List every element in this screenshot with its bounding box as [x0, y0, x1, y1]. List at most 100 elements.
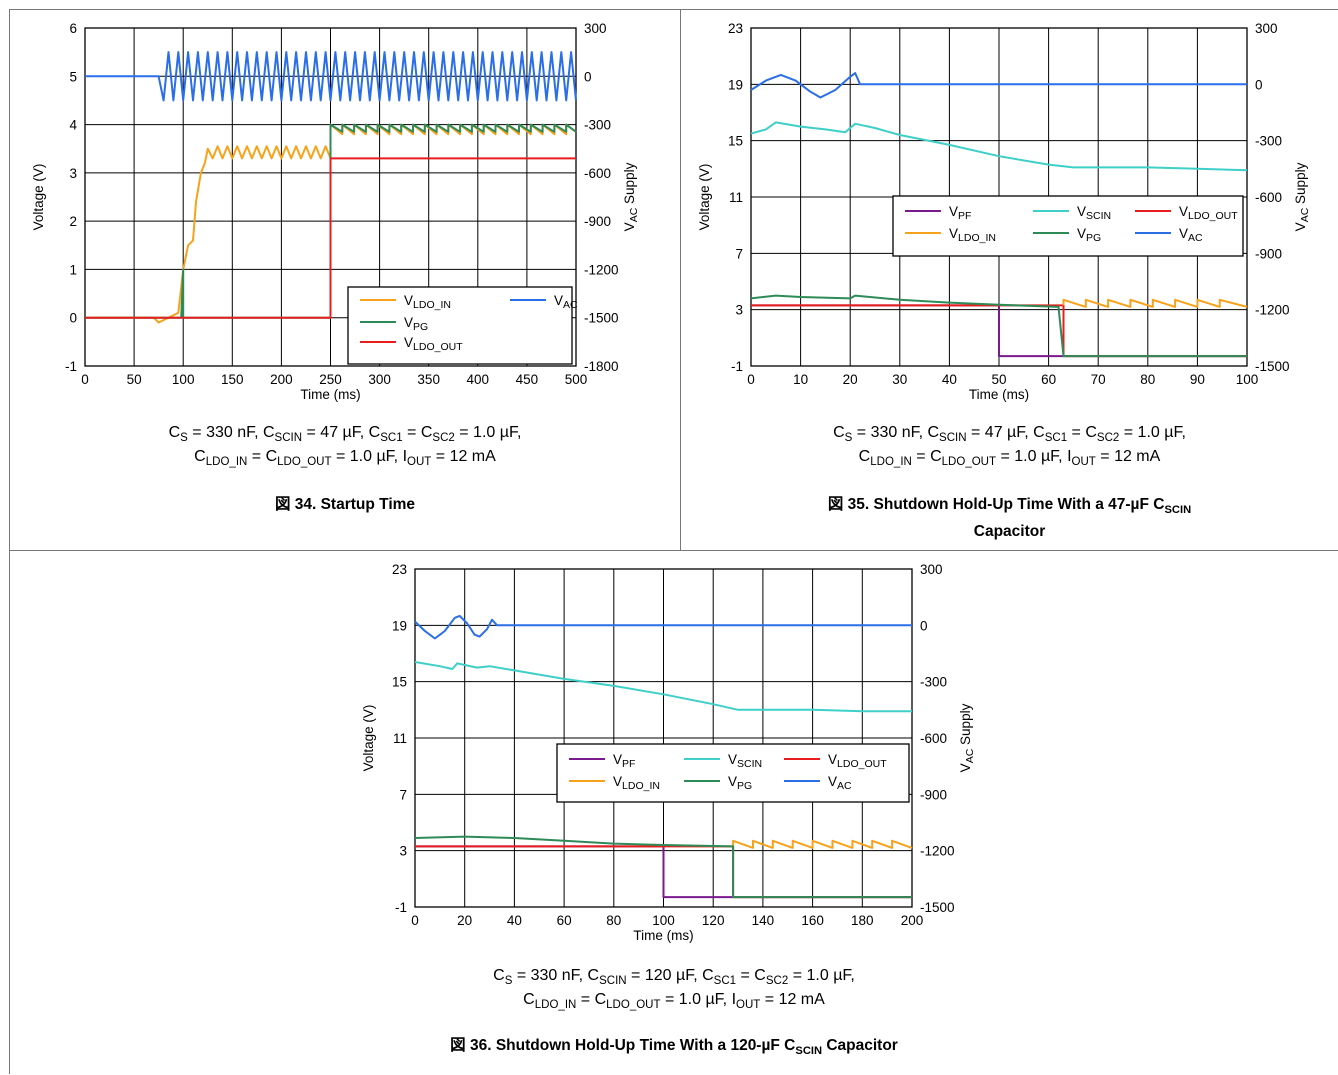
y2-tick-label: -1200	[1255, 303, 1290, 318]
x-tick-label: 150	[221, 372, 244, 387]
figure-34-panel: 0 50 100 150 200 250 300 350 400 450 500 -1 0 1 2 3 4 5 6 3…	[9, 9, 681, 551]
legend-label: VLDO_OUT	[404, 335, 463, 353]
y2-tick-label: -600	[920, 731, 947, 746]
series-line-pf	[415, 845, 912, 899]
x-tick-label: 500	[565, 372, 588, 387]
y-tick-label: 4	[69, 118, 77, 133]
y2-axis-label-text: VAC Supply	[958, 703, 976, 772]
x-tick-label: 100	[652, 913, 675, 928]
y-tick-label: 3	[735, 303, 743, 318]
y2-tick-label: 0	[584, 69, 592, 84]
y2-tick-label: -600	[584, 166, 611, 181]
series-line-ac	[85, 51, 577, 102]
startup-time-chart: 0 50 100 150 200 250 300 350 400 450 500 -1 0 1 2 3 4 5 6 3…	[31, 21, 640, 402]
figure-34-caption: 図 34. Startup Time	[274, 496, 416, 513]
series-line-pg	[750, 294, 1247, 358]
y-tick-label: 0	[69, 311, 77, 326]
x-axis-label: Time (ms)	[300, 387, 360, 402]
y2-tick-label: -900	[584, 214, 611, 229]
figure-34-conditions-line1: CS = 330 nF, CSCIN = 47 µF, CSC1 = CSC2 …	[168, 424, 522, 445]
series-line-ac	[750, 72, 1247, 99]
plot-frame	[84, 27, 577, 367]
legend-label: VPG	[728, 774, 752, 792]
figure-35-conditions-line2: CLDO_IN = CLDO_OUT = 1.0 µF, IOUT = 12 m…	[858, 448, 1161, 469]
x-tick-label: 100	[1236, 372, 1259, 387]
y-tick-label: 7	[735, 246, 743, 261]
x-tick-label: 20	[457, 913, 472, 928]
legend-label: VPF	[949, 204, 971, 222]
y2-tick-label: -300	[920, 675, 947, 690]
y-tick-label: -1	[731, 359, 743, 374]
x-tick-label: 200	[270, 372, 293, 387]
y-tick-label: 11	[393, 731, 407, 746]
plot-frame	[750, 27, 1248, 367]
y-tick-label: 3	[399, 844, 407, 859]
y-tick-label: 23	[728, 21, 743, 36]
figure-34-conditions-line2: CLDO_IN = CLDO_OUT = 1.0 µF, IOUT = 12 m…	[194, 448, 496, 469]
y-tick-label: 3	[69, 166, 77, 181]
figure-36-conditions-line1: CS = 330 nF, CSCIN = 120 µF, CSC1 = CSC2…	[493, 967, 855, 988]
y2-tick-label: -900	[1255, 246, 1282, 261]
y-tick-label: -1	[65, 359, 77, 374]
y-tick-label: 15	[728, 134, 743, 149]
x-axis-label: Time (ms)	[969, 387, 1029, 402]
y-tick-label: -1	[395, 900, 407, 915]
x-tick-label: 200	[901, 913, 924, 928]
x-tick-label: 70	[1091, 372, 1106, 387]
x-tick-label: 300	[368, 372, 391, 387]
y-axis-label: Voltage (V)	[361, 705, 376, 772]
y2-tick-label: -1200	[584, 262, 619, 277]
legend-label: VPG	[1077, 226, 1101, 244]
x-tick-label: 450	[516, 372, 539, 387]
legend-label: VLDO_OUT	[1179, 204, 1238, 222]
figure-36-caption: 図 36. Shutdown Hold-Up Time With a 120-µ…	[450, 1037, 898, 1058]
y2-tick-label: -900	[920, 787, 947, 802]
y-axis-label: Voltage (V)	[697, 164, 712, 231]
legend-box	[892, 195, 1244, 257]
x-tick-label: 350	[417, 372, 440, 387]
figure-35-conditions-line1: CS = 330 nF, CSCIN = 47 µF, CSC1 = CSC2 …	[833, 424, 1186, 445]
legend: VLDO_IN VAC VPG VLDO_OUT	[347, 286, 578, 365]
y-tick-label: 11	[729, 190, 743, 205]
x-tick-label: 40	[942, 372, 957, 387]
series-line-ldo_out	[85, 157, 576, 319]
x-tick-label: 0	[747, 372, 755, 387]
x-tick-label: 0	[411, 913, 419, 928]
y-tick-label: 19	[392, 618, 407, 633]
legend-label: VSCIN	[1077, 204, 1111, 222]
x-tick-label: 80	[606, 913, 621, 928]
y-axis-label: Voltage (V)	[31, 164, 46, 231]
figure-35-panel: 0 10 20 30 40 50 60 70 80 90 100 -1 3 7 11 15 19 23 300 0 -3…	[680, 9, 1338, 551]
y-tick-label: 7	[399, 787, 407, 802]
legend-label: VAC	[554, 293, 578, 311]
figure-35-caption: 図 35. Shutdown Hold-Up Time With a 47-µF…	[827, 496, 1192, 541]
shutdown-120uF-chart: 0 20 40 60 80 100 120 140 160 180 200 -1 3 7 11 15 19 23 3…	[361, 562, 976, 943]
x-tick-label: 0	[81, 372, 89, 387]
legend-label: VSCIN	[728, 752, 762, 770]
series-line-scin	[414, 661, 912, 713]
x-tick-label: 40	[507, 913, 522, 928]
y2-tick-label: -1500	[920, 900, 955, 915]
x-axis-label: Time (ms)	[633, 928, 693, 943]
x-tick-label: 160	[801, 913, 824, 928]
y2-axis-label: VAC Supply	[958, 703, 976, 772]
series-line-ldo_in	[732, 839, 913, 849]
x-tick-label: 50	[991, 372, 1006, 387]
y-tick-label: 2	[69, 214, 77, 229]
y2-axis-label-text: VAC Supply	[1293, 162, 1311, 231]
y2-tick-label: 300	[920, 562, 943, 577]
legend-label: VLDO_IN	[404, 293, 451, 311]
legend: VPF VSCIN VLDO_OUT VLDO_IN VPG VAC	[556, 743, 910, 803]
series-line-scin	[750, 121, 1248, 172]
x-tick-label: 30	[892, 372, 907, 387]
series-line-pg	[85, 123, 577, 319]
x-tick-label: 250	[319, 372, 342, 387]
y2-tick-label: -600	[1255, 190, 1282, 205]
x-tick-label: 140	[752, 913, 775, 928]
y2-axis-label-text: VAC Supply	[622, 162, 640, 231]
y2-tick-label: -1200	[920, 844, 955, 859]
y2-tick-label: -300	[584, 118, 611, 133]
legend-box	[556, 743, 910, 803]
x-tick-label: 60	[557, 913, 572, 928]
x-tick-label: 90	[1190, 372, 1205, 387]
